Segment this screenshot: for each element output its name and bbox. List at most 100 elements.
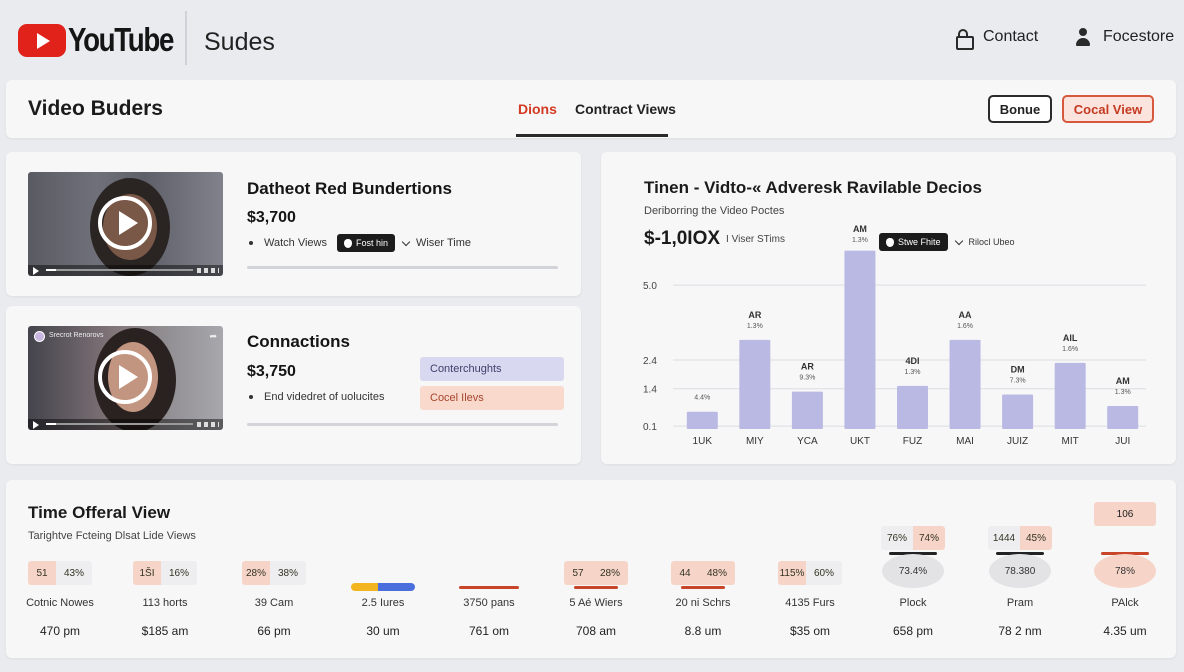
cocal-view-button[interactable]: Cocal View	[1062, 95, 1154, 123]
metric-pair: 57 28%	[564, 561, 628, 585]
overview-column[interactable]: 2.5 Iures 30 um	[337, 480, 429, 640]
metric-pair: 1ŠI 16%	[133, 561, 197, 585]
user-menu[interactable]: Focestore	[1076, 28, 1174, 46]
metric-left: 1444	[988, 526, 1020, 550]
player-settings-icon[interactable]	[197, 422, 219, 427]
time-overview-card: Time Offeral View Tarightve Fcteing Dlsa…	[6, 480, 1176, 658]
header-title: Sudes	[204, 28, 275, 56]
chart-price-note: I Viser STims	[726, 233, 785, 245]
play-icon[interactable]	[98, 350, 152, 404]
chart-dropdown-label[interactable]: Rilocl Ubeo	[968, 237, 1015, 247]
x-tick-label: 1UK	[693, 436, 713, 447]
column-time: 708 am	[575, 624, 617, 638]
video-price-2: $3,750	[247, 363, 296, 380]
bar-label: AR	[801, 362, 814, 372]
chart-bar	[739, 339, 771, 429]
pill-label: Fost hin	[355, 238, 388, 248]
tab-dions[interactable]: Dions	[518, 101, 557, 117]
y-tick-label: 0.1	[643, 422, 657, 433]
overview-column[interactable]: 51 43% Cotnic Nowes 470 pm	[14, 480, 106, 640]
chart-bar	[791, 391, 823, 429]
video-divider-2	[247, 423, 558, 426]
chart-price-value: $-1,0IOX	[644, 228, 721, 249]
chart-title: Tinen - Vidto-« Adveresk Ravilable Decio…	[644, 178, 982, 197]
overview-column[interactable]: 3750 pans 761 om	[443, 480, 535, 640]
bar-label: AM	[853, 224, 867, 234]
video-price-1: $3,700	[247, 209, 296, 226]
share-icon[interactable]: ➦	[209, 331, 217, 341]
overview-column[interactable]: 106 78% PAlck 4.35 um	[1079, 480, 1171, 640]
player-settings-icon[interactable]	[197, 268, 219, 273]
bar-label: AIL	[1063, 333, 1078, 343]
overview-column[interactable]: 28% 38% 39 Cam 66 pm	[228, 480, 320, 640]
overview-column[interactable]: 115% 60% 4135 Furs $35 om	[764, 480, 856, 640]
overview-title: Time Offeral View	[28, 503, 171, 522]
player-controls	[28, 265, 223, 276]
x-tick-label: FUZ	[903, 436, 922, 447]
seek-bar[interactable]	[46, 269, 193, 271]
wiser-time-label[interactable]: Wiser Time	[415, 237, 471, 249]
metric-pair: 76% 74%	[881, 526, 945, 550]
column-name: 4135 Furs	[785, 597, 835, 609]
metric-left: 76%	[881, 526, 913, 550]
metric-left: 28%	[242, 561, 270, 585]
apple-icon	[886, 237, 894, 247]
metric-bar	[351, 583, 415, 591]
chart-price: $-1,0IOX I Viser STims	[644, 228, 785, 250]
y-tick-label: 2.4	[643, 356, 657, 367]
video-title-2[interactable]: Connactions	[247, 332, 350, 351]
seek-bar[interactable]	[46, 423, 193, 425]
video-card-2: Srecrot Renorovs ➦ Connactions $3,750 En…	[6, 306, 581, 464]
column-name: 5 Aé Wiers	[569, 597, 623, 609]
column-time: 658 pm	[892, 624, 934, 638]
video-meta-2: End videdret of uolucites	[249, 391, 384, 403]
overview-column[interactable]: 44 48% 20 ni Schrs 8.8 um	[657, 480, 749, 640]
video-thumbnail-2[interactable]: Srecrot Renorovs ➦	[28, 326, 223, 430]
tag-conterchughts[interactable]: Conterchughts	[420, 357, 564, 381]
metric-pair: 115% 60%	[778, 561, 842, 585]
seek-progress	[46, 423, 56, 425]
metric-left: 51	[28, 561, 56, 585]
lock-icon	[956, 28, 974, 50]
channel-avatar[interactable]	[34, 331, 45, 342]
metric-pair: 44 48%	[671, 561, 735, 585]
tag-cocel-ilevs[interactable]: Cocel Ilevs	[420, 386, 564, 410]
metric-bar	[574, 586, 618, 589]
bar-label: 4DI	[905, 356, 919, 366]
column-name: 3750 pans	[463, 597, 515, 609]
bonue-button[interactable]: Bonue	[988, 95, 1052, 123]
metric-left: 1ŠI	[133, 561, 161, 585]
mini-play-icon[interactable]	[33, 421, 39, 429]
column-time: 8.8 um	[684, 624, 722, 638]
video-title-1[interactable]: Datheot Red Bundertions	[247, 179, 452, 198]
metric-pair: 106	[1094, 502, 1156, 526]
overview-column[interactable]: 1444 45% 78.380 Pram 78 2 nm	[974, 480, 1066, 640]
metric-oval: 78.380	[989, 554, 1051, 588]
overview-subtitle: Tarightve Fcteing Dlsat Lide Views	[28, 530, 196, 542]
column-name: Pram	[1006, 597, 1034, 609]
chart-subtitle: Deriborring the Video Poctes	[644, 205, 785, 217]
x-tick-label: UKT	[850, 436, 870, 447]
bar-value-label: 1.3%	[1115, 389, 1131, 396]
fost-hin-pill[interactable]: Fost hin	[336, 234, 395, 252]
mini-play-icon[interactable]	[33, 267, 39, 275]
video-thumbnail-1[interactable]	[28, 172, 223, 276]
metric-right: 38%	[270, 561, 306, 585]
chevron-down-icon[interactable]	[401, 237, 411, 246]
youtube-play-icon	[18, 23, 66, 57]
contact-link[interactable]: Contact	[956, 28, 1038, 50]
stwe-fhite-pill[interactable]: Stwe Fhite	[879, 233, 948, 251]
play-icon[interactable]	[98, 196, 152, 250]
tab-contract-views[interactable]: Contract Views	[575, 101, 676, 117]
youtube-logo[interactable]: YouTube	[18, 21, 193, 59]
bar-label: AM	[1116, 376, 1130, 386]
metric-bar	[459, 586, 519, 589]
column-name: Cotnic Nowes	[26, 597, 94, 609]
overview-column[interactable]: 1ŠI 16% 113 horts $185 am	[119, 480, 211, 640]
metric-right: 28%	[592, 561, 628, 585]
chart-bar	[844, 250, 876, 429]
overview-column[interactable]: 76% 74% 73.4% Plock 658 pm	[867, 480, 959, 640]
x-tick-label: JUI	[1115, 436, 1130, 447]
metric-bar	[889, 552, 937, 555]
overview-column[interactable]: 57 28% 5 Aé Wiers 708 am	[550, 480, 642, 640]
